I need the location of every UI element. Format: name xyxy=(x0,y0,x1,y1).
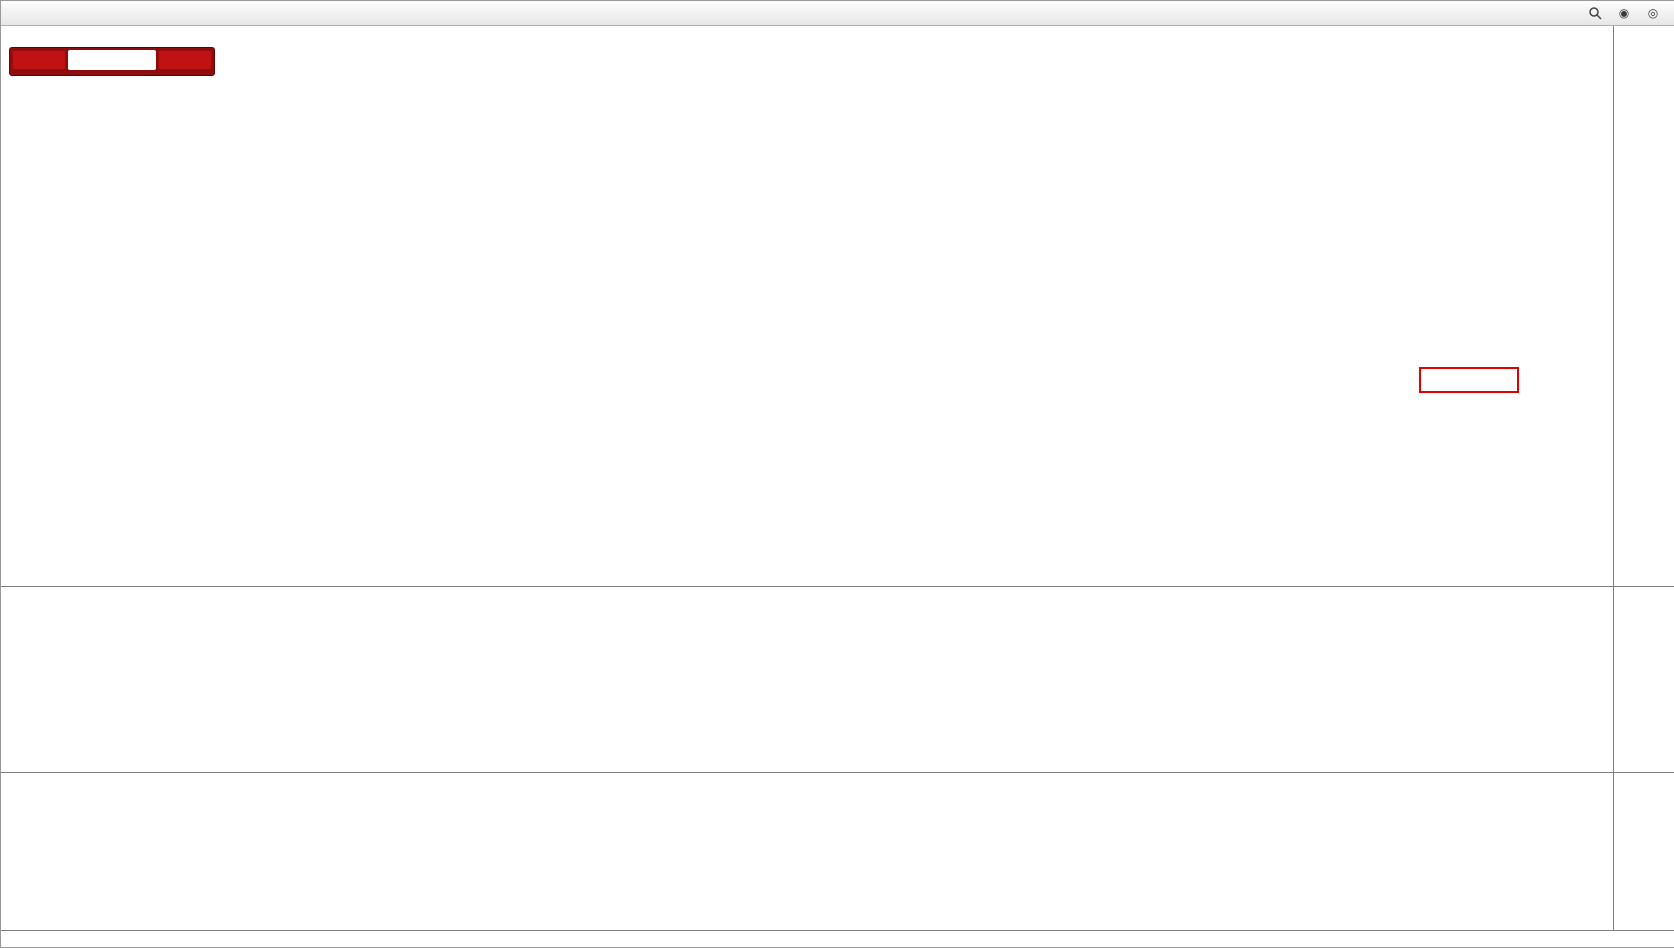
search-icon[interactable] xyxy=(1583,3,1607,23)
toolbar-right: ◉ ◎ xyxy=(1583,3,1671,23)
macd-label xyxy=(9,590,19,601)
volume-field xyxy=(68,50,156,70)
community-icon[interactable]: ◉ xyxy=(1618,6,1630,20)
panel-divider[interactable] xyxy=(1,586,1674,587)
volume-input[interactable] xyxy=(72,53,154,67)
help-icon[interactable]: ◎ xyxy=(1647,6,1659,20)
price-level-label[interactable] xyxy=(1419,367,1519,393)
price-axis[interactable] xyxy=(1613,25,1674,930)
one-click-trading-panel xyxy=(9,47,215,76)
buy-button[interactable] xyxy=(158,50,212,70)
rsi-label xyxy=(9,776,14,787)
panel-divider[interactable] xyxy=(1,772,1674,773)
time-axis[interactable] xyxy=(1,931,1674,947)
toolbar: ◉ ◎ xyxy=(1,1,1674,26)
panel-divider xyxy=(1,930,1674,931)
sell-button[interactable] xyxy=(12,50,66,70)
